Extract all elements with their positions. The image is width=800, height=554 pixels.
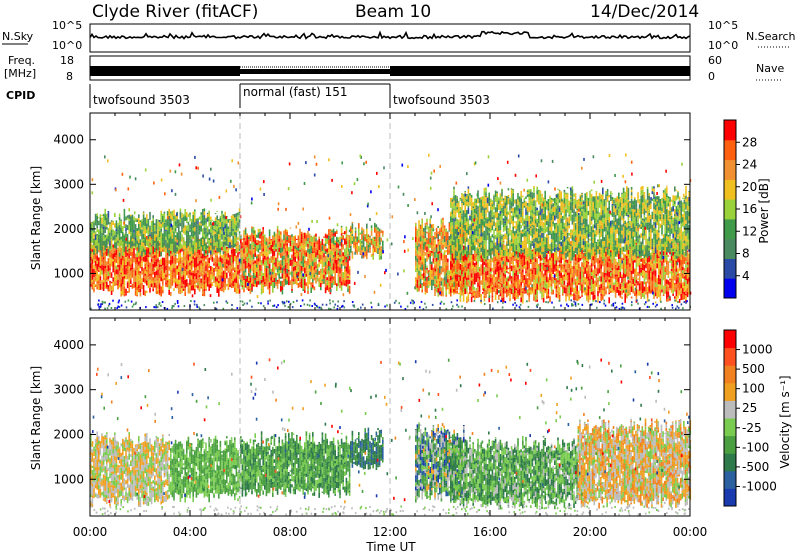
colorbar-tick-label: 25 xyxy=(742,401,757,415)
y-tick-label: 3000 xyxy=(53,383,84,397)
power-panel: 1000 2000 3000 4000 Slant Range [km] xyxy=(29,112,692,311)
colorbar-tick-label: -1000 xyxy=(742,479,777,493)
station-title: Clyde River (fitACF) xyxy=(92,2,258,22)
colorbar-tick-label: 1000 xyxy=(742,343,773,357)
freq-tick-low: 8 xyxy=(66,70,73,83)
y-tick-label: 4000 xyxy=(53,338,84,352)
velocity-colorbar-label: Velocity [m s⁻¹] xyxy=(778,375,792,468)
x-tick-label: 00:00 xyxy=(73,525,108,539)
nave-label: Nave xyxy=(756,62,784,75)
colorbar-tick-label: 24 xyxy=(742,158,757,172)
colorbar-tick-label: 28 xyxy=(742,135,757,149)
colorbar-swatch xyxy=(724,453,736,472)
colorbar-tick-label: 20 xyxy=(742,180,757,194)
noise-tick-high-right: 10^5 xyxy=(708,19,738,32)
x-tick-label: 00:00 xyxy=(673,525,708,539)
x-tick-label: 04:00 xyxy=(173,525,208,539)
power-ylabel: Slant Range [km] xyxy=(29,166,43,270)
colorbar-swatch xyxy=(724,120,736,141)
nave-tick-high: 60 xyxy=(708,54,722,67)
scatter-points xyxy=(90,358,690,517)
cpid-segment-1: normal (fast) 151 xyxy=(243,85,347,99)
colorbar-swatch xyxy=(724,330,736,349)
freq-unit-label: [MHz] xyxy=(4,67,36,80)
y-tick-label: 2000 xyxy=(53,427,84,441)
colorbar-swatch xyxy=(724,199,736,220)
colorbar-swatch xyxy=(724,278,736,299)
freq-block-0 xyxy=(90,66,240,76)
y-tick-label: 1000 xyxy=(53,266,84,280)
nave-tick-low: 0 xyxy=(708,70,715,83)
colorbar-tick-label: 500 xyxy=(742,362,765,376)
data-band-3 xyxy=(350,427,384,470)
beam-title: Beam 10 xyxy=(355,2,431,22)
colorbar-swatch xyxy=(724,179,736,200)
colorbar-swatch xyxy=(724,382,736,401)
colorbar-swatch xyxy=(724,400,736,419)
data-band-2 xyxy=(240,225,351,295)
nsearch-label: N.Search xyxy=(746,30,796,43)
velocity-colorbar: 1000 500 100 25 -25 -100 -500 -1000 xyxy=(723,329,777,507)
colorbar-swatch xyxy=(724,347,736,366)
freq-blocks xyxy=(90,66,690,76)
xlabel: Time UT xyxy=(365,540,416,554)
freq-label: Freq. xyxy=(8,54,35,67)
colorbar-tick-label: -25 xyxy=(742,421,762,435)
date-title: 14/Dec/2014 xyxy=(590,2,699,22)
data-band-1 xyxy=(170,435,241,503)
time-axis: 00:00 04:00 08:00 12:00 16:00 20:00 00:00 xyxy=(73,525,708,539)
colorbar-swatch xyxy=(724,218,736,240)
colorbar-tick-label: 8 xyxy=(742,247,750,261)
x-tick-label: 20:00 xyxy=(573,525,608,539)
velocity-ylabel: Slant Range [km] xyxy=(29,366,43,470)
scatter-points xyxy=(90,153,692,311)
cpid-strip: CPID twofsound 3503 normal (fast) 151 twof… xyxy=(6,83,490,108)
data-band-6 xyxy=(450,185,690,262)
noise-sky-line xyxy=(89,30,691,40)
data-band-5 xyxy=(450,435,578,510)
noise-tick-high: 10^5 xyxy=(52,19,82,32)
colorbar-swatch xyxy=(724,238,736,259)
data-band-3 xyxy=(350,221,384,260)
y-tick-label: 1000 xyxy=(53,472,84,486)
cpid-label: CPID xyxy=(6,89,35,102)
y-tick-label: 2000 xyxy=(53,222,84,236)
colorbar-swatch xyxy=(724,159,736,180)
noise-tick-low: 10^0 xyxy=(52,39,82,52)
noise-strip: N.Sky 10^5 10^0 10^5 10^0 N.Search xyxy=(2,19,796,53)
cpid-segment-2: twofsound 3503 xyxy=(393,93,490,107)
colorbar-tick-label: 100 xyxy=(742,382,765,396)
colorbar-swatch xyxy=(724,365,736,384)
data-band-0 xyxy=(90,431,170,508)
colorbar-tick-label: 4 xyxy=(742,269,750,283)
cpid-segment-0: twofsound 3503 xyxy=(93,93,190,107)
colorbar-tick-label: 12 xyxy=(742,224,757,238)
colorbar-swatch xyxy=(724,258,736,279)
noise-tick-low-right: 10^0 xyxy=(708,39,738,52)
data-band-2 xyxy=(240,431,351,499)
x-tick-label: 08:00 xyxy=(273,525,308,539)
colorbar-swatch xyxy=(724,470,736,489)
x-tick-label: 12:00 xyxy=(373,525,408,539)
colorbar-swatch xyxy=(724,139,736,161)
velocity-panel: 1000 2000 3000 4000 Slant Range [km] xyxy=(29,317,692,517)
colorbar-tick-label: -500 xyxy=(742,460,769,474)
freq-block-1 xyxy=(240,69,390,74)
power-colorbar-label: Power [dB] xyxy=(757,178,771,243)
power-colorbar: 28 24 20 16 12 8 4 xyxy=(723,119,757,299)
colorbar-swatch xyxy=(724,435,736,454)
data-band-0 xyxy=(90,234,241,297)
x-tick-label: 16:00 xyxy=(473,525,508,539)
colorbar-swatch xyxy=(724,418,736,437)
freq-tick-high: 18 xyxy=(60,54,74,67)
colorbar-tick-label: -100 xyxy=(742,440,769,454)
colorbar-tick-label: 16 xyxy=(742,202,757,216)
nsky-label: N.Sky xyxy=(2,30,34,43)
colorbar-swatch xyxy=(724,488,736,507)
freq-block-2 xyxy=(390,66,690,76)
freq-strip: Freq. [MHz] 18 8 60 0 Nave xyxy=(4,54,784,83)
y-tick-label: 4000 xyxy=(53,133,84,147)
y-tick-label: 3000 xyxy=(53,177,84,191)
